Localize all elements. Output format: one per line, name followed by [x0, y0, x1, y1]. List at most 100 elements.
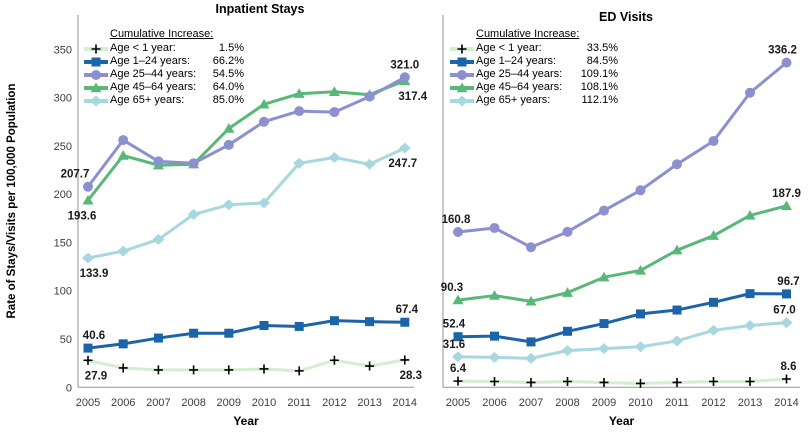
plus-marker-icon — [453, 376, 463, 386]
square-marker-icon — [189, 328, 199, 338]
plus-marker-icon — [400, 355, 410, 365]
diamond-marker-icon — [671, 335, 683, 347]
y-tick-label: 300 — [54, 93, 72, 105]
triangle-marker-icon — [525, 295, 537, 306]
plus-marker-icon — [457, 44, 467, 53]
legend-row: Age 45–64 years: 108.1% — [450, 81, 618, 94]
diamond-marker-icon — [187, 208, 200, 220]
square-marker-icon — [453, 332, 463, 342]
legend-swatch — [450, 82, 474, 92]
legend-swatch — [84, 95, 108, 106]
circle-marker-icon — [84, 69, 110, 81]
diamond-marker-icon — [90, 95, 102, 106]
right-x-axis-title: Year — [608, 414, 635, 428]
series-age---1-year-: 27.9 28.3 — [83, 355, 422, 382]
diamond-marker-icon — [456, 95, 468, 106]
diamond-marker-icon — [117, 245, 130, 257]
x-tick-label: 2013 — [357, 397, 381, 409]
triangle-marker-icon — [456, 82, 468, 92]
data-point-label: 31.6 — [443, 339, 465, 351]
x-tick-label: 2010 — [628, 397, 652, 409]
triangle-marker-icon — [671, 244, 683, 255]
plus-marker-icon — [153, 365, 163, 375]
series-age-1-24-years-: 40.6 67.4 — [83, 304, 419, 353]
legend-row: Age < 1 year: 1.5% — [84, 42, 244, 55]
circle-marker-icon — [329, 107, 340, 118]
series-line — [456, 292, 788, 344]
series-line — [86, 319, 407, 350]
legend-row: Age 25–44 years: 109.1% — [450, 68, 618, 81]
square-marker-icon — [400, 317, 410, 327]
legend-swatch — [84, 82, 108, 92]
diamond-marker-icon — [363, 158, 376, 170]
data-point-label: 96.7 — [777, 276, 799, 288]
square-marker-icon — [91, 57, 101, 66]
plus-marker-icon — [563, 377, 572, 387]
plus-marker-icon — [782, 374, 791, 384]
data-point-label: 90.3 — [441, 282, 463, 294]
triangle-marker-icon — [90, 82, 102, 92]
diamond-marker-icon — [152, 234, 165, 246]
triangle-marker-icon — [452, 294, 464, 305]
square-marker-icon — [782, 289, 791, 299]
plus-marker-icon — [672, 377, 682, 387]
x-tick-label: 2007 — [146, 397, 170, 409]
x-tick-label: 2014 — [393, 397, 417, 409]
data-point-label: 67.4 — [396, 304, 419, 316]
triangle-marker-icon — [84, 82, 110, 94]
data-point-label: 160.8 — [442, 214, 471, 226]
square-marker-icon — [490, 331, 499, 341]
plus-marker-icon — [84, 43, 110, 55]
plus-marker-icon — [224, 365, 234, 375]
triangle-marker-icon — [708, 230, 719, 240]
diamond-marker-icon — [450, 95, 476, 107]
circle-marker-icon — [223, 139, 234, 150]
legend-label: Age 1–24 years: — [476, 55, 557, 67]
data-point-label: 193.6 — [68, 210, 97, 222]
square-marker-icon — [563, 326, 572, 336]
circle-marker-icon — [83, 181, 93, 192]
circle-marker-icon — [364, 91, 375, 102]
plus-marker-icon — [365, 361, 375, 371]
diamond-marker-icon — [780, 317, 793, 329]
x-tick-label: 2008 — [555, 397, 579, 409]
triangle-marker-icon — [293, 88, 305, 98]
legend-label: Age < 1 year: — [110, 42, 176, 54]
legend-value: 108.1% — [580, 81, 618, 93]
diamond-marker-icon — [293, 157, 306, 169]
legend-title: Cumulative Increase: — [110, 28, 214, 40]
circle-marker-icon — [708, 136, 719, 147]
legend-label: Age 45–64 years: — [110, 81, 197, 93]
diamond-marker-icon — [598, 343, 610, 355]
legend-row: Age < 1 year: 33.5% — [450, 42, 618, 55]
legend-value: 109.1% — [580, 68, 618, 80]
data-point-label: 6.4 — [450, 363, 467, 375]
left-legend: Cumulative Increase: Age < 1 year: 1.5% … — [84, 28, 244, 107]
triangle-marker-icon — [328, 86, 340, 96]
triangle-marker-icon — [781, 200, 792, 211]
data-point-label: 317.4 — [398, 91, 427, 103]
legend-value: 66.2% — [212, 55, 244, 67]
square-marker-icon — [672, 305, 682, 315]
plus-marker-icon — [83, 355, 93, 365]
legend-row: Age 1–24 years: 66.2% — [84, 55, 244, 68]
x-tick-label: 2014 — [774, 397, 798, 409]
square-marker-icon — [526, 337, 536, 347]
legend-swatch — [450, 69, 474, 80]
x-tick-label: 2012 — [322, 397, 346, 409]
legend-label: Age 25–44 years: — [110, 68, 197, 80]
legend-row: Age 45–64 years: 64.0% — [84, 81, 244, 94]
left-panel: 0 50 100 150 200 250 300 350 2005 2006 2007 2008 200… — [54, 15, 428, 409]
legend-row: Age 1–24 years: 84.5% — [450, 55, 618, 68]
series-age-1-24-years-: 52.4 96.7 — [443, 276, 800, 347]
triangle-marker-icon — [223, 122, 235, 133]
y-tick-label: 0 — [66, 382, 72, 394]
square-marker-icon — [294, 321, 304, 331]
triangle-marker-icon — [117, 150, 129, 160]
legend-label: Age < 1 year: — [476, 42, 542, 54]
plus-marker-icon — [450, 43, 476, 55]
circle-marker-icon — [672, 159, 682, 170]
data-point-label: 247.7 — [388, 158, 417, 170]
data-point-label: 8.6 — [781, 361, 797, 373]
